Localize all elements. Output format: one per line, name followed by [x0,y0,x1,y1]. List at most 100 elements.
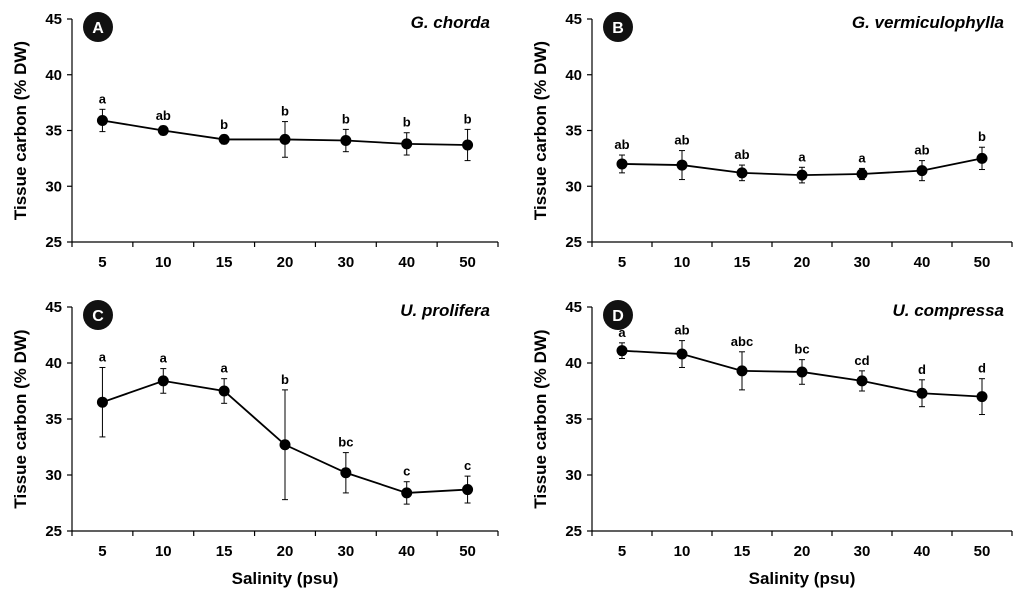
y-tick-label: 30 [565,467,582,484]
data-point [976,152,988,164]
x-tick-label: 20 [794,543,811,560]
y-axis-title: Tissue carbon (% DW) [11,329,30,508]
panel-badge [603,300,633,330]
x-tick-label: 15 [734,543,751,560]
x-tick-label: 5 [618,543,626,560]
panel-badge [603,12,633,42]
y-axis-title: Tissue carbon (% DW) [11,41,30,220]
y-axis-title: Tissue carbon (% DW) [531,329,550,508]
significance-letter: d [918,362,926,377]
panel-letter: C [92,308,104,325]
panel-c: 25 30 35 40 45 5 10 15 20 30 40 50 Tissue carbon (% … [11,299,499,588]
significance-letter: c [403,464,410,479]
x-tick-label: 15 [216,254,233,271]
data-point [462,484,474,496]
significance-letter: b [464,111,472,126]
x-tick-label: 20 [277,543,294,560]
y-tick-label: 45 [565,11,582,28]
data-point [916,387,928,399]
y-axis-title: Tissue carbon (% DW) [531,41,550,220]
x-tick-label: 40 [398,543,415,560]
x-tick-label: 15 [734,254,751,271]
data-point [96,114,108,126]
panel-b: 25 30 35 40 45 5 10 15 20 30 40 50 Tissue carbon (% … [531,11,1013,271]
significance-letter: a [160,351,168,366]
x-tick-label: 5 [98,254,106,271]
significance-letter: ab [156,108,171,123]
significance-letter: b [281,372,289,387]
data-point [96,396,108,408]
x-axis-title: Salinity (psu) [232,569,339,588]
data-point [676,348,688,360]
data-point [856,168,868,180]
significance-letter: a [99,349,107,364]
x-tick-label: 50 [974,254,991,271]
x-tick-label: 10 [674,543,691,560]
panel-letter: D [612,308,624,325]
y-tick-label: 30 [45,467,62,484]
panel-d: 25 30 35 40 45 5 10 15 20 30 40 50 Tissue carbon (% … [531,299,1013,588]
data-point [976,391,988,403]
data-point [736,365,748,377]
y-tick-label: 30 [45,178,62,195]
x-tick-label: 50 [459,254,476,271]
data-point [676,159,688,171]
significance-letter: a [798,149,806,164]
significance-letter: bc [338,435,353,450]
data-point [279,133,291,145]
y-tick-label: 45 [45,299,62,316]
species-title: G. chorda [411,13,490,32]
panel-badge [83,300,113,330]
x-tick-label: 15 [216,543,233,560]
y-tick-label: 45 [565,299,582,316]
significance-letter: cd [854,353,869,368]
data-point [462,139,474,151]
data-point [616,345,628,357]
x-tick-label: 40 [914,254,931,271]
significance-letter: a [858,150,866,165]
x-tick-label: 30 [854,254,871,271]
data-point [856,375,868,387]
data-point [157,375,169,387]
y-tick-label: 25 [565,234,582,251]
data-point [340,135,352,147]
x-tick-label: 10 [674,254,691,271]
data-point [736,167,748,179]
significance-letter: a [618,325,626,340]
y-tick-label: 30 [565,178,582,195]
data-point [401,138,413,150]
x-tick-label: 5 [98,543,106,560]
significance-letter: b [342,111,350,126]
data-point [616,158,628,170]
data-point [796,366,808,378]
x-tick-label: 40 [398,254,415,271]
significance-letter: b [978,129,986,144]
x-tick-label: 10 [155,254,172,271]
y-tick-label: 35 [565,123,582,140]
y-tick-label: 25 [45,523,62,540]
species-title: U. compressa [893,301,1005,320]
significance-letter: c [464,458,471,473]
data-point [340,467,352,479]
y-tick-label: 35 [45,123,62,140]
x-tick-label: 30 [854,543,871,560]
data-point [796,169,808,181]
x-axis-title: Salinity (psu) [749,569,856,588]
x-tick-label: 30 [338,254,355,271]
panel-letter: B [612,20,624,37]
x-tick-label: 10 [155,543,172,560]
x-tick-label: 20 [794,254,811,271]
data-point [157,125,169,136]
data-point [218,133,230,145]
y-tick-label: 40 [45,67,62,84]
y-tick-label: 45 [45,11,62,28]
significance-letter: ab [674,323,689,338]
significance-letter: d [978,361,986,376]
x-tick-label: 30 [338,543,355,560]
data-point [916,165,928,177]
significance-letter: b [281,104,289,119]
species-title: U. prolifera [400,301,490,320]
data-point [401,487,413,499]
significance-letter: a [221,361,229,376]
